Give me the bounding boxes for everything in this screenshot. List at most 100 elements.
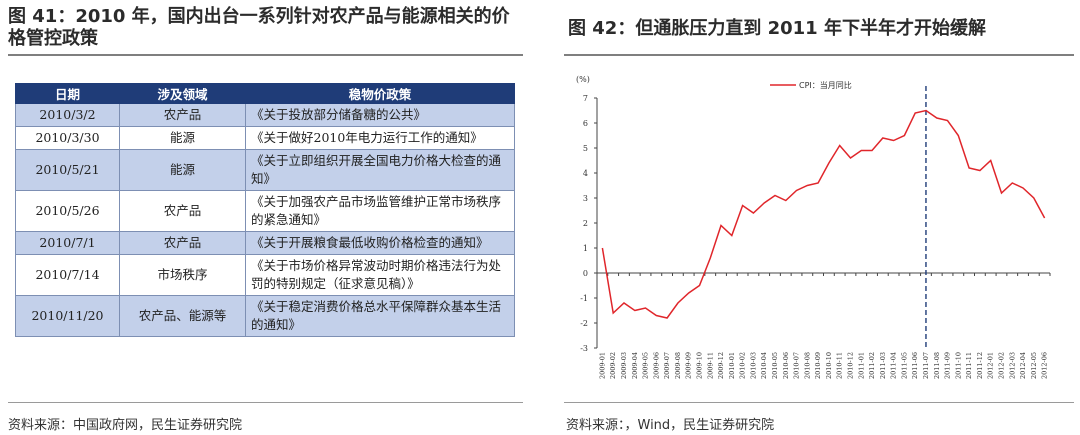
x-tick-label: 2009-08	[674, 352, 682, 379]
legend-label: CPI：当月同比	[799, 80, 852, 90]
header-policy: 稳物价政策	[245, 83, 515, 104]
x-tick-label: 2009-10	[695, 352, 703, 379]
y-tick-label: 4	[583, 169, 588, 178]
row-date: 2010/11/20	[15, 295, 120, 337]
x-tick-label: 2009-06	[652, 352, 660, 379]
x-tick-label: 2010-02	[739, 352, 747, 379]
x-tick-label: 2009-03	[620, 352, 628, 379]
x-tick-label: 2012-03	[1008, 352, 1016, 379]
title-divider	[564, 54, 1074, 56]
figure-42-source: 资料来源：，Wind，民生证券研究院	[566, 418, 775, 433]
x-tick-label: 2012-01	[987, 352, 995, 379]
row-date: 2010/5/21	[15, 149, 120, 191]
x-tick-label: 2009-11	[706, 352, 714, 379]
source-divider	[8, 402, 523, 403]
row-domain: 农产品	[119, 231, 246, 255]
x-tick-label: 2010-06	[782, 352, 790, 379]
x-tick-label: 2010-11	[836, 352, 844, 379]
y-tick-label: 7	[583, 94, 588, 103]
left-figure-panel: 图 41：2010 年，国内出台一系列针对农产品与能源相关的价格管控政策 日期 …	[0, 0, 530, 435]
row-date: 2010/7/1	[15, 231, 120, 255]
x-tick-label: 2011-03	[879, 352, 887, 379]
x-tick-label: 2011-12	[976, 352, 984, 379]
x-tick-label: 2011-05	[900, 352, 908, 379]
y-tick-label: 6	[583, 119, 588, 128]
x-tick-label: 2011-11	[965, 352, 973, 379]
row-policy: 《关于立即组织开展全国电力价格大检查的通知》	[245, 149, 515, 191]
row-policy: 《关于开展粮食最低收购价格检查的通知》	[245, 231, 515, 255]
row-policy: 《关于稳定消费价格总水平保障群众基本生活的通知》	[245, 295, 515, 337]
row-date: 2010/5/26	[15, 190, 120, 232]
y-tick-label: -2	[580, 319, 588, 328]
x-tick-label: 2009-07	[663, 352, 671, 379]
x-tick-label: 2010-08	[803, 352, 811, 379]
x-tick-label: 2009-04	[631, 352, 639, 379]
row-domain: 能源	[119, 149, 246, 191]
row-domain: 农产品、能源等	[119, 295, 246, 337]
row-date: 2010/7/14	[15, 254, 120, 296]
x-tick-label: 2012-02	[997, 352, 1005, 379]
x-tick-label: 2010-04	[760, 352, 768, 379]
table-row: 2010/5/26 农产品 《关于加强农产品市场监管维护正常市场秩序的紧急通知》	[15, 190, 515, 232]
title-divider	[8, 54, 523, 56]
row-domain: 能源	[119, 126, 246, 150]
x-tick-label: 2009-01	[598, 352, 606, 379]
x-tick-label: 2012-06	[1041, 352, 1049, 379]
y-tick-label: 0	[583, 269, 588, 278]
y-tick-label: 2	[583, 219, 588, 228]
row-domain: 农产品	[119, 103, 246, 127]
x-tick-label: 2010-03	[749, 352, 757, 379]
x-tick-label: 2010-10	[825, 352, 833, 379]
row-domain: 农产品	[119, 190, 246, 232]
figure-41-source: 资料来源：中国政府网，民生证券研究院	[8, 418, 243, 433]
x-tick-label: 2012-05	[1030, 352, 1038, 379]
source-divider	[564, 402, 1074, 403]
cpi-series-line	[601, 109, 1046, 319]
table-row: 2010/7/14 市场秩序 《关于市场价格异常波动时期价格违法行为处罚的特别规…	[15, 254, 515, 296]
figure-41-title: 图 41：2010 年，国内出台一系列针对农产品与能源相关的价格管控政策	[8, 6, 510, 49]
x-tick-label: 2011-06	[911, 352, 919, 379]
row-policy: 《关于做好2010年电力运行工作的通知》	[245, 126, 515, 150]
header-domain: 涉及领域	[119, 83, 246, 104]
x-tick-label: 2010-12	[846, 352, 854, 379]
x-tick-label: 2011-08	[933, 352, 941, 379]
x-tick-label: 2012-04	[1019, 352, 1027, 379]
right-figure-panel: 图 42：但通胀压力直到 2011 年下半年才开始缓解 -3 -2 -1 0 1 2 3 4 5…	[560, 0, 1080, 435]
header-date: 日期	[15, 83, 120, 104]
y-tick-label: -1	[580, 294, 588, 303]
figure-42-title: 图 42：但通胀压力直到 2011 年下半年才开始缓解	[568, 18, 986, 39]
x-tick-label: 2011-04	[890, 352, 898, 379]
x-tick-label: 2011-09	[944, 352, 952, 379]
table-row: 2010/5/21 能源 《关于立即组织开展全国电力价格大检查的通知》	[15, 149, 515, 191]
x-tick-label: 2011-07	[922, 352, 930, 379]
x-tick-label: 2009-02	[609, 352, 617, 379]
table-row: 2010/11/20 农产品、能源等 《关于稳定消费价格总水平保障群众基本生活的…	[15, 295, 515, 337]
row-policy: 《关于投放部分储备糖的公共》	[245, 103, 515, 127]
y-tick-label: -3	[580, 344, 588, 353]
price-policy-table: 日期 涉及领域 稳物价政策 2010/3/2 农产品 《关于投放部分储备糖的公共…	[15, 83, 515, 337]
x-tick-label: 2009-12	[717, 352, 725, 379]
row-policy: 《关于市场价格异常波动时期价格违法行为处罚的特别规定（征求意见稿）》	[245, 254, 515, 296]
x-tick-label: 2011-10	[954, 352, 962, 379]
row-date: 2010/3/30	[15, 126, 120, 150]
y-tick-label: 3	[583, 194, 588, 203]
y-tick-label: 5	[583, 144, 588, 153]
x-tick-label: 2009-05	[642, 352, 650, 379]
table-header-row: 日期 涉及领域 稳物价政策	[15, 83, 515, 104]
row-date: 2010/3/2	[15, 103, 120, 127]
x-tick-label: 2011-02	[868, 352, 876, 379]
table-row: 2010/3/30 能源 《关于做好2010年电力运行工作的通知》	[15, 126, 515, 150]
x-tick-label: 2010-09	[814, 352, 822, 379]
y-axis-label: (%)	[576, 75, 590, 84]
y-tick-label: 1	[583, 244, 588, 253]
table-row: 2010/3/2 农产品 《关于投放部分储备糖的公共》	[15, 103, 515, 127]
x-tick-label: 2010-07	[793, 352, 801, 379]
row-policy: 《关于加强农产品市场监管维护正常市场秩序的紧急通知》	[245, 190, 515, 232]
x-tick-label: 2009-09	[685, 352, 693, 379]
row-domain: 市场秩序	[119, 254, 246, 296]
x-tick-label: 2010-01	[728, 352, 736, 379]
x-tick-label: 2010-05	[771, 352, 779, 379]
x-tick-label: 2011-01	[857, 352, 865, 379]
table-row: 2010/7/1 农产品 《关于开展粮食最低收购价格检查的通知》	[15, 231, 515, 255]
